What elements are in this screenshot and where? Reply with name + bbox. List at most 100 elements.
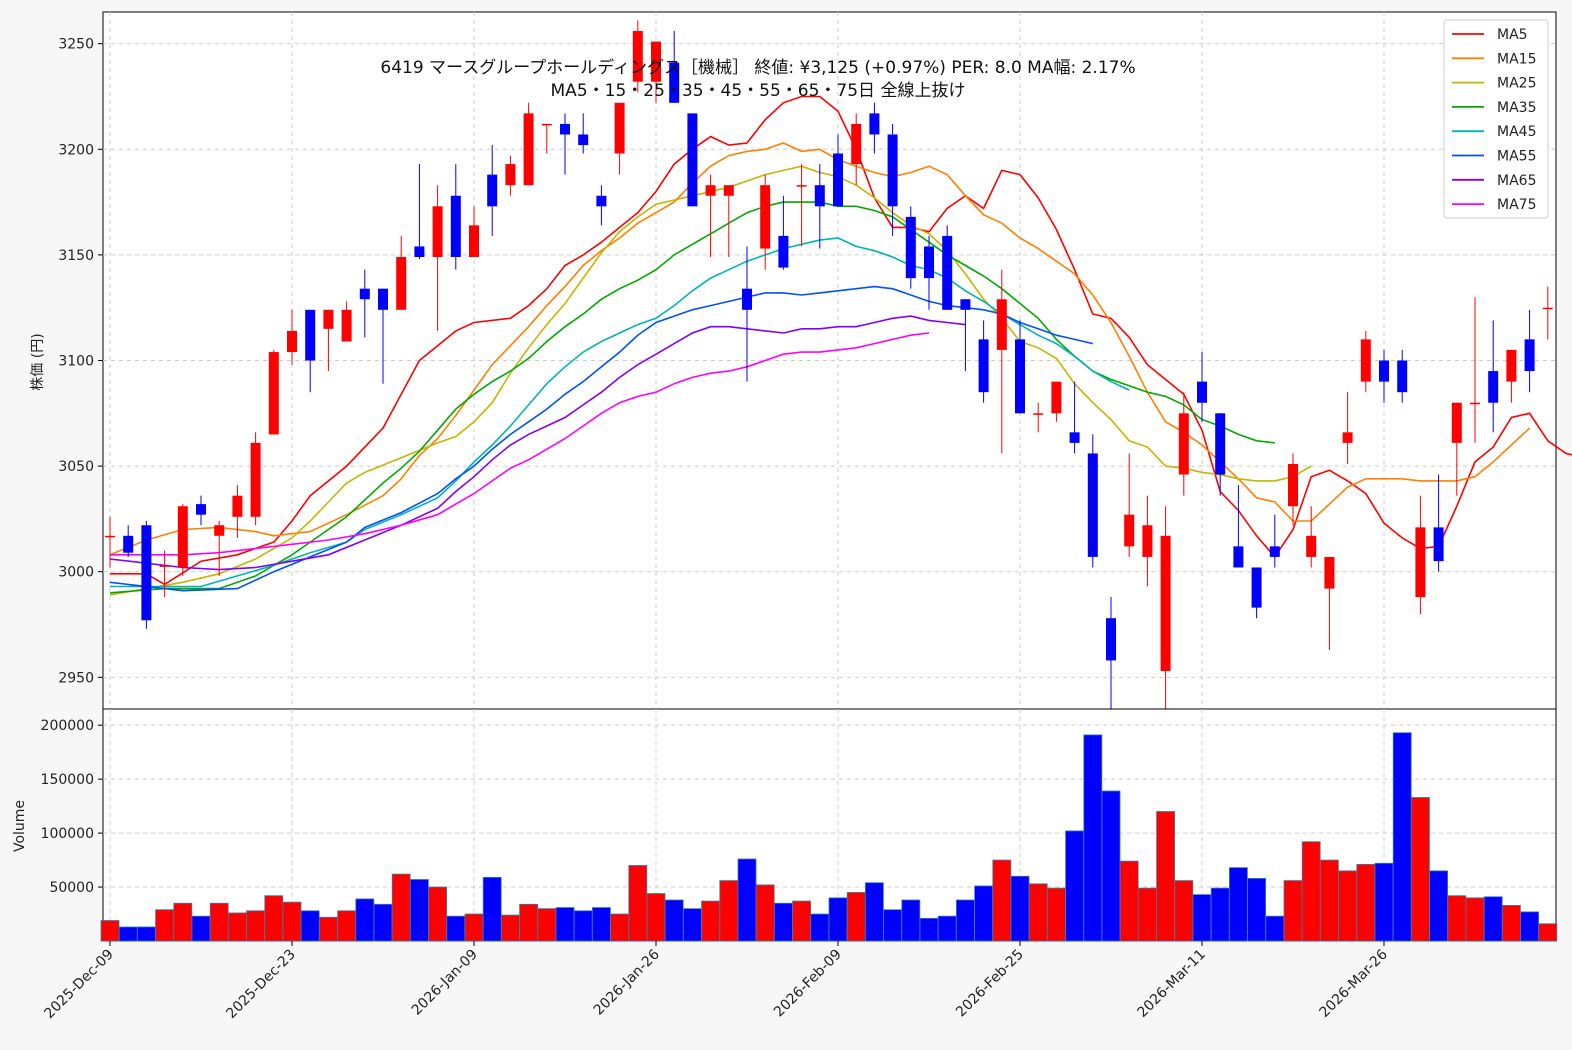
candle-body [1051, 381, 1062, 414]
volume-bar [1010, 875, 1030, 942]
volume-bar [155, 909, 175, 942]
volume-bar [1338, 870, 1357, 942]
candle-body [796, 185, 807, 187]
candle-body [487, 174, 498, 207]
candle-body [996, 299, 1007, 350]
candle-body [378, 288, 388, 310]
candle-body [669, 62, 680, 103]
candle-body [614, 102, 625, 154]
volume-bar [992, 859, 1012, 942]
volume-y-tick-label: 50000 [49, 880, 94, 896]
candle-body [924, 246, 934, 279]
chart-subtitle: MA5・15・25・35・45・55・65・75日 全線上抜け [551, 81, 966, 101]
candle-body [1160, 535, 1171, 671]
legend-box [1443, 19, 1549, 219]
candle-body [105, 535, 115, 538]
volume-bar [883, 909, 902, 942]
volume-bar [664, 899, 684, 942]
volume-bar [373, 903, 393, 942]
candle-body [1524, 339, 1535, 372]
volume-bar [1028, 883, 1048, 942]
volume-bar [100, 920, 120, 942]
volume-bar [300, 910, 320, 942]
volume-bar [937, 915, 957, 942]
legend-label-ma65: MA65 [1497, 173, 1536, 189]
candle-body [1433, 527, 1444, 562]
volume-bar [1447, 895, 1467, 942]
candle-body [851, 123, 862, 165]
price-y-tick-label: 3200 [58, 142, 94, 158]
candle-body [287, 330, 297, 353]
volume-bar [1192, 894, 1212, 942]
volume-bar [628, 865, 648, 942]
candle-body [833, 153, 843, 207]
candle-body [978, 339, 989, 393]
price-y-tick-label: 3050 [58, 459, 94, 475]
legend-label-ma25: MA25 [1497, 76, 1536, 92]
volume-bar [409, 879, 429, 942]
volume-bar [755, 884, 775, 942]
volume-bar [264, 895, 284, 942]
volume-bar [1301, 841, 1321, 942]
candle-body [177, 506, 188, 568]
volume-bar [337, 910, 357, 942]
volume-bar [846, 892, 866, 942]
volume-bar [1411, 797, 1430, 942]
volume-bar [209, 902, 229, 942]
volume-bar [355, 898, 375, 942]
candle-body [1542, 307, 1553, 310]
candle-body [268, 352, 279, 435]
candle-body [469, 225, 479, 258]
candle-body [541, 123, 552, 126]
candle-body [1251, 567, 1262, 608]
candle-body [505, 164, 516, 186]
candle-body [778, 235, 789, 268]
price-y-tick-label: 3000 [58, 565, 94, 581]
volume-bar [136, 926, 156, 942]
volume-bar [610, 913, 629, 942]
volume-bar [701, 900, 720, 942]
candle-body [578, 134, 589, 146]
volume-bar [482, 876, 502, 942]
candle-body [1324, 556, 1335, 589]
volume-y-tick-label: 150000 [41, 772, 94, 788]
candle-body [159, 565, 170, 567]
volume-bar [191, 915, 211, 942]
price-y-tick-label: 2950 [58, 670, 94, 686]
volume-bar [1247, 878, 1266, 942]
volume-bar [1174, 880, 1194, 942]
volume-bar [1520, 911, 1539, 942]
volume-bar [1065, 830, 1084, 942]
volume-y-ticks: 50000 100000 150000 200000 [41, 718, 103, 896]
volume-bar [683, 908, 702, 942]
legend-label-ma35: MA35 [1497, 100, 1536, 116]
volume-bar [555, 907, 575, 942]
candle-body [760, 185, 771, 249]
volume-bar [810, 913, 830, 942]
candle-body [687, 113, 698, 207]
candle-body [632, 31, 643, 82]
candle-body [214, 525, 225, 536]
volume-bar [391, 873, 411, 942]
volume-bar [1265, 915, 1285, 942]
legend-label-ma45: MA45 [1497, 124, 1536, 140]
volume-bar [1465, 897, 1485, 942]
volume-bar [1156, 811, 1175, 942]
candle-body [1269, 546, 1280, 557]
candle-body [414, 246, 425, 258]
legend: MA5 MA15 MA25 MA35 MA45 MA55 MA65 MA75 [1443, 19, 1549, 219]
volume-bar [1101, 790, 1121, 942]
candle-body [887, 134, 898, 207]
volume-bar [828, 897, 848, 942]
volume-bar [318, 916, 338, 942]
candle-body [196, 504, 206, 515]
candle-body [1342, 432, 1353, 443]
volume-bar [1047, 887, 1066, 942]
legend-label-ma75: MA75 [1497, 197, 1536, 213]
candle-body [432, 206, 443, 258]
volume-bar [792, 900, 811, 942]
volume-bar [246, 910, 266, 942]
volume-bar [1483, 896, 1503, 942]
volume-bar [519, 903, 538, 942]
candle-body [723, 185, 734, 196]
